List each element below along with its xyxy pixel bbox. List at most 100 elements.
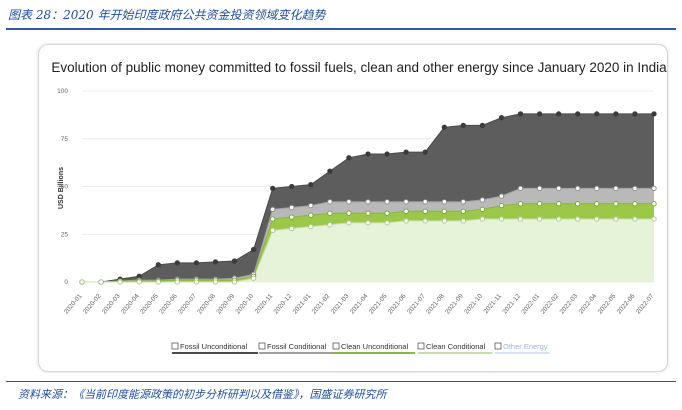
x-tick-label: 2021-02: [311, 292, 332, 315]
point-clean-unconditional: [346, 210, 352, 216]
x-tick-label: 2021-12: [501, 292, 522, 315]
point-clean-unconditional: [479, 206, 486, 213]
point-clean-unconditional: [632, 201, 638, 207]
x-tick-label: 2021-10: [463, 292, 484, 315]
point-clean-conditional: [193, 279, 200, 285]
point-fossil-unconditional: [231, 258, 238, 264]
x-tick-label: 2020-02: [82, 292, 103, 315]
point-clean-unconditional: [651, 201, 657, 207]
point-clean-unconditional: [613, 201, 619, 207]
legend-checkbox-icon: [171, 342, 179, 350]
y-tick-label: 0: [64, 279, 68, 286]
point-fossil-conditional: [651, 185, 657, 192]
point-fossil-unconditional: [270, 185, 276, 192]
point-clean-conditional: [575, 216, 581, 222]
point-clean-conditional: [441, 218, 447, 224]
x-tick-label: 2021-04: [349, 292, 370, 315]
point-fossil-unconditional: [498, 115, 505, 121]
point-clean-conditional: [136, 279, 142, 285]
point-clean-conditional: [346, 220, 352, 226]
point-clean-conditional: [632, 216, 638, 222]
point-fossil-unconditional: [556, 111, 562, 117]
x-tick-label: 2021-08: [425, 292, 446, 315]
x-tick-label: 2021-01: [292, 292, 313, 315]
x-tick-label: 2020-12: [273, 292, 294, 315]
point-fossil-conditional: [384, 199, 390, 205]
point-fossil-conditional: [594, 185, 600, 192]
point-fossil-conditional: [613, 185, 619, 192]
point-clean-conditional: [422, 218, 428, 224]
point-clean-unconditional: [575, 201, 581, 207]
x-tick-label: 2022-07: [635, 292, 656, 315]
point-fossil-conditional: [517, 185, 524, 192]
point-fossil-unconditional: [212, 259, 219, 265]
point-fossil-unconditional: [308, 181, 314, 188]
point-fossil-conditional: [441, 199, 447, 205]
point-clean-unconditional: [422, 208, 428, 214]
point-fossil-conditional: [556, 185, 562, 192]
x-tick-label: 2020-04: [120, 292, 141, 315]
point-clean-unconditional: [460, 208, 466, 214]
figure-caption: 图表 28：2020 年开始印度政府公共资金投资领域变化趋势: [8, 8, 326, 22]
point-fossil-unconditional: [460, 122, 466, 129]
x-tick-label: 2022-06: [616, 292, 637, 315]
point-fossil-unconditional: [365, 151, 371, 157]
x-tick-label: 2020-05: [139, 292, 160, 315]
x-tick-label: 2021-05: [368, 292, 389, 315]
point-clean-unconditional: [365, 210, 371, 216]
point-clean-conditional: [651, 216, 657, 222]
point-fossil-unconditional: [575, 111, 581, 117]
point-clean-conditional: [231, 279, 238, 285]
chart-title: Evolution of public money committed to f…: [51, 60, 667, 75]
point-clean-conditional: [365, 220, 371, 226]
source-divider: [6, 381, 676, 382]
point-clean-unconditional: [308, 212, 314, 218]
point-clean-conditional: [270, 227, 276, 234]
point-fossil-conditional: [479, 197, 486, 203]
y-tick-label: 50: [61, 184, 69, 191]
x-tick-label: 2020-10: [234, 292, 255, 315]
point-fossil-conditional: [289, 204, 295, 211]
point-fossil-conditional: [403, 199, 409, 205]
point-clean-conditional: [79, 279, 85, 285]
x-tick-label: 2020-07: [177, 292, 198, 315]
area-series: [82, 113, 654, 283]
x-tick-label: 2022-05: [597, 292, 618, 315]
point-fossil-unconditional: [250, 246, 257, 253]
x-tick-label: 2021-11: [483, 292, 504, 315]
point-clean-unconditional: [498, 202, 505, 209]
x-tick-label: 2021-03: [330, 292, 351, 315]
point-clean-conditional: [117, 279, 123, 285]
point-clean-conditional: [479, 216, 486, 222]
caption-divider: [6, 28, 676, 30]
point-fossil-conditional: [460, 199, 466, 205]
point-fossil-conditional: [270, 206, 276, 213]
point-clean-conditional: [384, 220, 390, 226]
point-clean-unconditional: [441, 208, 447, 214]
point-fossil-unconditional: [594, 111, 600, 117]
point-clean-conditional: [594, 216, 600, 222]
legend-checkbox-icon: [494, 342, 502, 350]
point-clean-conditional: [308, 223, 314, 230]
point-clean-conditional: [498, 216, 505, 222]
legend-entry: Fossil Conditional: [267, 342, 327, 351]
legend-entry: Fossil Unconditional: [180, 342, 247, 351]
point-clean-conditional: [327, 222, 333, 228]
point-clean-conditional: [289, 225, 295, 232]
point-clean-conditional: [174, 279, 180, 285]
point-fossil-unconditional: [193, 260, 200, 266]
point-clean-unconditional: [556, 201, 562, 207]
point-clean-unconditional: [594, 201, 600, 207]
x-tick-label: 2021-09: [444, 292, 465, 315]
point-fossil-unconditional: [346, 155, 352, 161]
y-tick-label: 75: [61, 136, 69, 143]
point-fossil-unconditional: [384, 151, 390, 157]
legend-entry: Other Energy: [503, 342, 548, 351]
point-fossil-unconditional: [479, 122, 486, 129]
point-fossil-unconditional: [632, 111, 638, 117]
point-fossil-conditional: [536, 185, 543, 192]
x-tick-label: 2022-03: [559, 292, 580, 315]
point-fossil-conditional: [365, 199, 371, 205]
point-fossil-unconditional: [651, 111, 657, 117]
